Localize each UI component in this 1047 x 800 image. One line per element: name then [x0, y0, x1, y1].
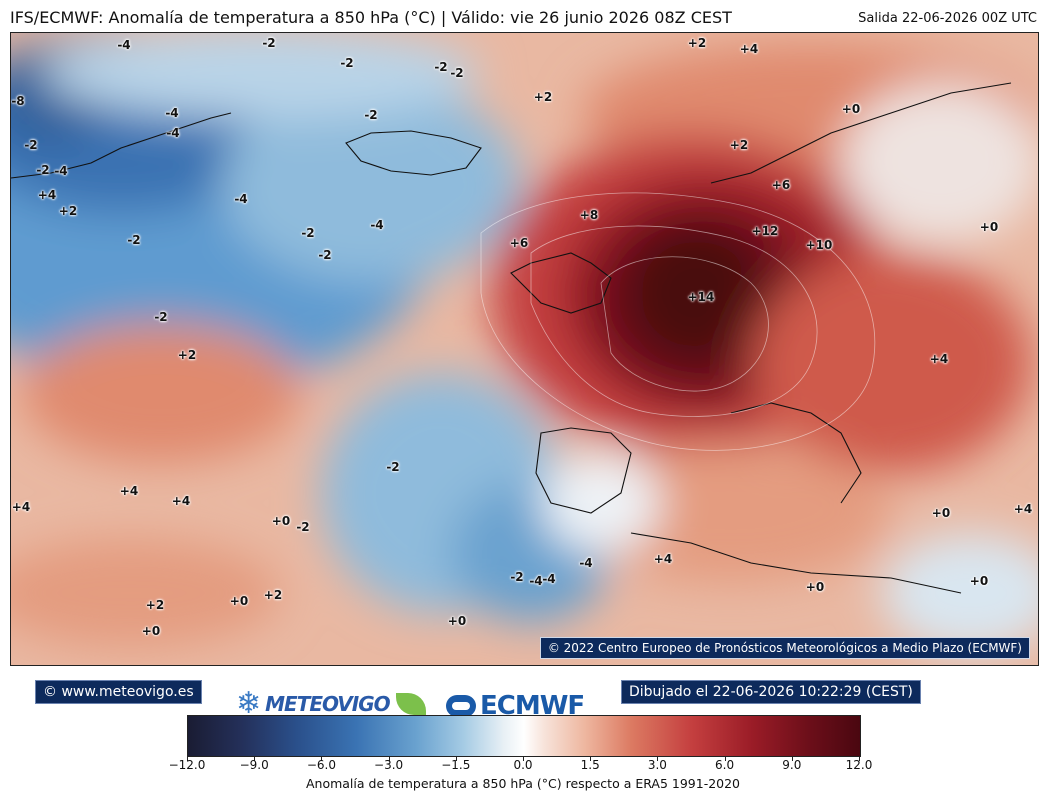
contour-label: +0	[271, 514, 291, 528]
anomaly-map[interactable]: -4 -2 -2 -2 -2 -2 -8 -4 -2 -4 -2 -4 +4 +…	[10, 32, 1039, 666]
meteovigo-logo: ❄ METEOVIGO	[236, 686, 426, 722]
colorbar-tick-label: 1.5	[580, 758, 600, 772]
contour-label: +2	[687, 36, 707, 50]
colorbar-tick-label: 0.0	[513, 758, 533, 772]
leaf-icon	[395, 693, 426, 715]
colorbar-tick	[523, 756, 524, 761]
colorbar-tick	[859, 756, 860, 761]
contour-label: -2	[450, 66, 464, 80]
snowflake-icon: ❄	[236, 686, 262, 721]
colorbar-tick-label: −9.0	[239, 758, 269, 772]
colorbar-tick-label: 9.0	[782, 758, 802, 772]
colorbar-tick	[590, 756, 592, 761]
contour-label: -4	[370, 218, 384, 232]
contour-label: +0	[841, 102, 861, 116]
contour-label: +0	[979, 220, 999, 234]
colorbar-tick	[455, 756, 457, 761]
contour-label: -2	[301, 226, 315, 240]
colorbar-tick-label: 3.0	[647, 758, 667, 772]
contour-label: +8	[579, 208, 599, 222]
colorbar-tick-label: −1.5	[441, 758, 471, 772]
colorbar-tick-label: −3.0	[374, 758, 404, 772]
contour-label: -2	[36, 163, 50, 177]
contour-label: +4	[119, 484, 139, 498]
contour-label: +0	[229, 594, 249, 608]
contour-label: +0	[141, 624, 161, 638]
contour-label: +0	[931, 506, 951, 520]
contour-label: -4	[166, 126, 180, 140]
contour-label: -2	[386, 460, 400, 474]
contour-label: +2	[58, 204, 78, 218]
colorbar-tick-label: −12.0	[168, 758, 206, 772]
contour-label: +4	[37, 188, 57, 202]
contour-label: -2	[24, 138, 38, 152]
contour-label: -4	[542, 572, 556, 586]
colorbar-tick	[321, 756, 323, 761]
contour-label: +2	[263, 588, 283, 602]
contour-label: -4	[117, 38, 131, 52]
contour-label: +6	[771, 178, 791, 192]
colorbar	[187, 715, 861, 757]
map-copyright: © 2022 Centro Europeo de Pronósticos Met…	[539, 637, 1030, 659]
colorbar-title: Anomalía de temperatura a 850 hPa (°C) r…	[305, 776, 741, 791]
contour-label: -4	[579, 556, 593, 570]
contour-label: +4	[171, 494, 191, 508]
meteovigo-logo-text: METEOVIGO	[265, 692, 390, 716]
colorbar-tick	[254, 756, 256, 761]
contour-label: +0	[969, 574, 989, 588]
contour-label: -2	[127, 233, 141, 247]
contour-label: -2	[510, 570, 524, 584]
contour-label: +4	[929, 352, 949, 366]
contour-label: +2	[729, 138, 749, 152]
contour-label: -8	[11, 94, 25, 108]
colorbar-tick	[657, 756, 659, 761]
map-canvas	[11, 33, 1038, 665]
contour-lines	[480, 192, 876, 451]
contour-label: -2	[340, 56, 354, 70]
contour-label: +2	[533, 90, 553, 104]
contour-label: -2	[434, 60, 448, 74]
contour-label: +6	[509, 236, 529, 250]
contour-label: +14	[687, 290, 715, 304]
contour-label: +4	[1013, 502, 1033, 516]
contour-label: -2	[154, 310, 168, 324]
contour-label: +0	[447, 614, 467, 628]
contour-label: -4	[165, 106, 179, 120]
contour-label: +4	[653, 552, 673, 566]
contour-label: +2	[145, 598, 165, 612]
website-badge[interactable]: © www.meteovigo.es	[35, 680, 202, 704]
colorbar-tick	[724, 756, 726, 761]
contour-label: +4	[739, 42, 759, 56]
contour-label: -4	[234, 192, 248, 206]
contour-label: -2	[364, 108, 378, 122]
drawn-timestamp: Dibujado el 22-06-2026 10:22:29 (CEST)	[621, 680, 921, 704]
contour-label: +10	[805, 238, 833, 252]
colorbar-tick	[388, 756, 390, 761]
contour-label: +2	[177, 348, 197, 362]
colorbar-tick-label: −6.0	[306, 758, 336, 772]
contour-label: -4	[529, 574, 543, 588]
colorbar-tick-label: 6.0	[715, 758, 735, 772]
contour-label: -4	[54, 164, 68, 178]
colorbar-tick	[187, 756, 188, 761]
contour-label: -2	[318, 248, 332, 262]
ecmwf-mark-icon	[446, 695, 476, 717]
contour-label: -2	[262, 36, 276, 50]
contour-label: +12	[751, 224, 779, 238]
colorbar-tick	[791, 756, 793, 761]
run-info: Salida 22-06-2026 00Z UTC	[858, 11, 1037, 26]
contour-label: +4	[11, 500, 31, 514]
colorbar-tick-label: 12.0	[845, 758, 873, 772]
coastlines	[11, 82, 1012, 594]
chart-title: IFS/ECMWF: Anomalía de temperatura a 850…	[10, 8, 732, 27]
contour-label: +0	[805, 580, 825, 594]
contour-label: -2	[296, 520, 310, 534]
